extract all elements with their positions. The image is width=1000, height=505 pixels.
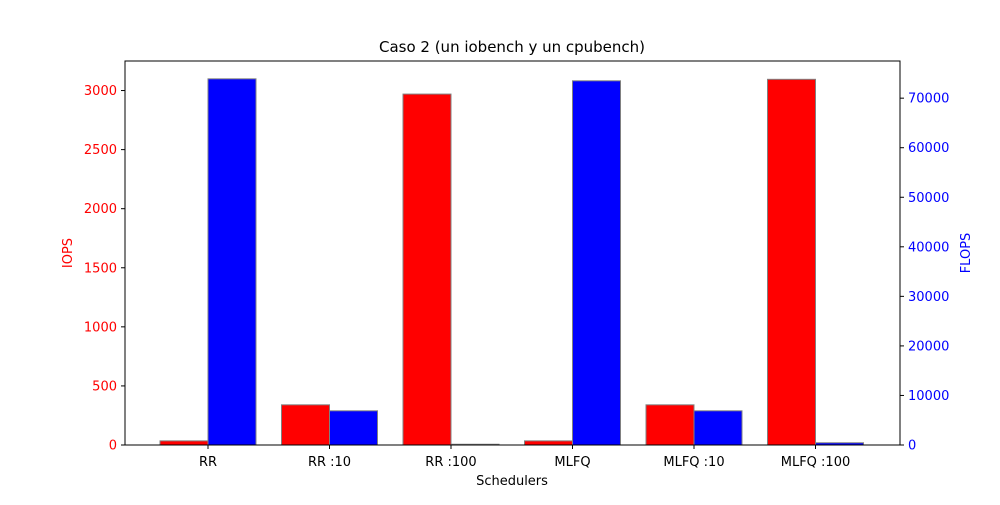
x-tick-label: MLFQ :100 [781, 455, 851, 470]
bars-group [159, 78, 864, 446]
bar-iops-1 [281, 404, 330, 446]
y-right-tick-label: 10000 [908, 389, 949, 404]
x-tick-label: RR [199, 455, 217, 470]
bar-flops-4 [693, 410, 743, 446]
bar-iops-3 [524, 440, 573, 446]
y-left-tick-label: 2500 [84, 143, 117, 158]
bar-flops-0 [207, 78, 257, 446]
plot-frame [124, 60, 901, 446]
y-axis-left-label: IOPS [61, 238, 76, 268]
bar-iops-0 [159, 440, 209, 446]
y-right-tick-label: 50000 [908, 191, 949, 206]
bar-iops-5 [767, 78, 816, 446]
y-right-tick-label: 30000 [908, 290, 949, 305]
bar-flops-3 [572, 80, 621, 446]
right-axis: 0 10000 20000 30000 40000 50000 60000 70000 [900, 92, 949, 454]
x-axis: RR RR :10 RR :100 MLFQ MLFQ :10 MLFQ :100 [199, 445, 850, 470]
y-axis-right-label: FLOPS [959, 233, 974, 274]
y-right-tick-label: 60000 [908, 141, 949, 156]
bar-flops-1 [329, 410, 378, 446]
y-left-tick-label: 500 [92, 379, 117, 394]
y-right-tick-label: 0 [908, 439, 916, 454]
y-left-tick-label: 1500 [84, 261, 117, 276]
x-tick-label: MLFQ :10 [663, 455, 724, 470]
y-left-tick-label: 2000 [84, 202, 117, 217]
y-left-tick-label: 3000 [84, 84, 117, 99]
bar-iops-4 [645, 404, 695, 446]
chart-title: Caso 2 (un iobench y un cpubench) [379, 38, 645, 56]
y-right-tick-label: 20000 [908, 339, 949, 354]
y-right-tick-label: 40000 [908, 240, 949, 255]
x-tick-label: RR :10 [308, 455, 351, 470]
x-tick-label: RR :100 [425, 455, 476, 470]
y-right-tick-label: 70000 [908, 92, 949, 107]
y-left-tick-label: 1000 [84, 320, 117, 335]
y-left-tick-label: 0 [109, 439, 117, 454]
x-tick-label: MLFQ [554, 455, 590, 470]
bar-iops-2 [402, 93, 452, 446]
left-axis: 0 500 1000 1500 2000 2500 3000 [84, 84, 125, 454]
x-axis-label: Schedulers [476, 474, 548, 489]
